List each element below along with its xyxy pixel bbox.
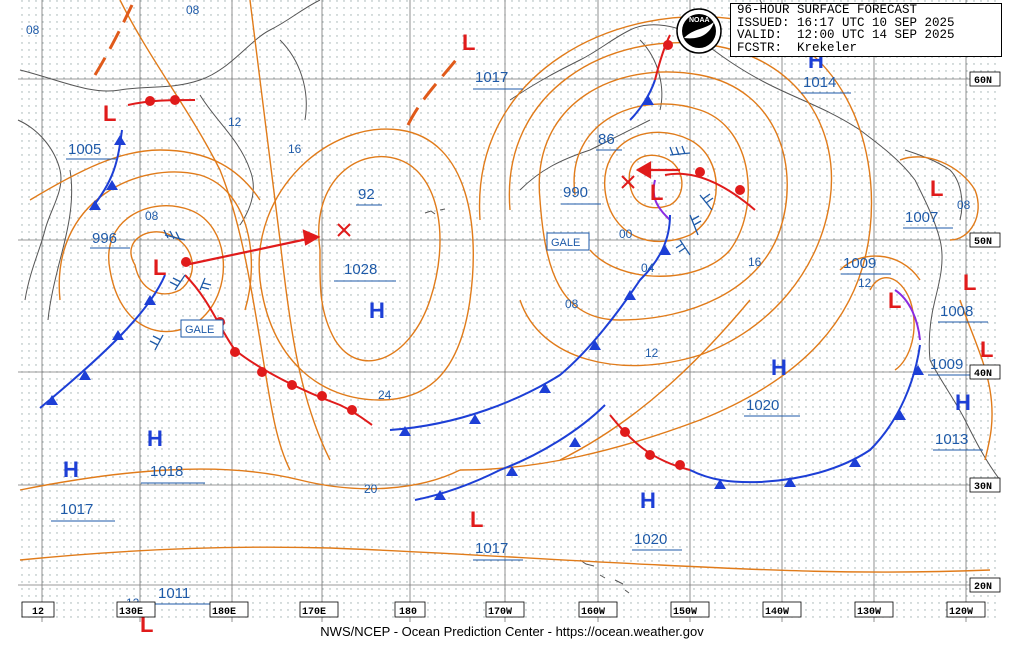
pressure-label: 92 bbox=[358, 186, 375, 203]
lon-label: 170E bbox=[302, 607, 326, 618]
lat-label: 50N bbox=[974, 237, 992, 248]
pressure-label: 1007 bbox=[905, 209, 938, 226]
lon-label: 180 bbox=[399, 607, 417, 618]
high-symbol: H bbox=[63, 457, 79, 482]
isobar-label: 16 bbox=[748, 255, 762, 269]
pressure-centers: L L L L L L L L L L H H H H H H H bbox=[63, 30, 993, 637]
gale-boxes: GALE GALE bbox=[180, 232, 590, 338]
isobar-label: 20 bbox=[364, 482, 378, 496]
pressure-label: 1005 bbox=[68, 141, 101, 158]
pressure-label: 1020 bbox=[634, 531, 667, 548]
issued-time: ISSUED: 16:17 UTC 10 SEP 2025 bbox=[737, 15, 955, 30]
gale-label: GALE bbox=[185, 324, 214, 336]
wind-barbs bbox=[149, 145, 714, 351]
pressure-label: 1020 bbox=[746, 397, 779, 414]
pressure-label-underlines bbox=[51, 88, 988, 605]
pressure-label: 1028 bbox=[344, 261, 377, 278]
occluded-fronts bbox=[652, 179, 921, 341]
pressure-label: 1009 bbox=[843, 255, 876, 272]
isobar-label: 00 bbox=[619, 227, 633, 241]
lat-label: 30N bbox=[974, 482, 992, 493]
low-symbol: L bbox=[462, 30, 475, 55]
footer-credit: NWS/NCEP - Ocean Prediction Center - htt… bbox=[320, 624, 704, 639]
forecast-title: 96-HOUR SURFACE FORECAST bbox=[737, 3, 918, 17]
isobar-label: 08 bbox=[186, 3, 200, 17]
lon-label: 120W bbox=[949, 607, 973, 618]
low-symbol: L bbox=[930, 176, 943, 201]
lat-label: 60N bbox=[974, 76, 992, 87]
isobar-label: 12 bbox=[858, 276, 872, 290]
isobar-label: 12 bbox=[228, 115, 242, 129]
pressure-label: 86 bbox=[598, 131, 615, 148]
pressure-label: 1018 bbox=[150, 463, 183, 480]
forecast-header: 96-HOUR SURFACE FORECAST ISSUED: 16:17 U… bbox=[730, 3, 1002, 57]
isobar-label: 04 bbox=[641, 261, 655, 275]
map-area bbox=[18, 0, 1000, 622]
pressure-label: 1008 bbox=[940, 303, 973, 320]
lon-label: 130W bbox=[857, 607, 881, 618]
pressure-label: 1014 bbox=[803, 74, 836, 91]
noaa-logo: NOAA bbox=[676, 8, 722, 54]
x-markers bbox=[337, 175, 635, 237]
pressure-label: 1017 bbox=[60, 501, 93, 518]
lon-label: 180E bbox=[212, 607, 236, 618]
high-symbol: H bbox=[147, 426, 163, 451]
lon-label: 130E bbox=[119, 607, 143, 618]
graticule bbox=[18, 0, 1000, 622]
forecaster: FCSTR: Krekeler bbox=[737, 40, 858, 55]
high-symbol: H bbox=[369, 298, 385, 323]
lon-label: 160W bbox=[581, 607, 605, 618]
gale-label: GALE bbox=[551, 237, 580, 249]
pressure-label: 1017 bbox=[475, 540, 508, 557]
low-symbol: L bbox=[153, 255, 166, 280]
high-symbol: H bbox=[771, 355, 787, 380]
longitude-labels: 12 130E 180E 170E 180 170W 160W 150W 140… bbox=[21, 601, 986, 618]
isobar-label: 16 bbox=[288, 142, 302, 156]
isobar-label: 08 bbox=[26, 23, 40, 37]
troughs bbox=[93, 4, 462, 126]
storm-track-arrows bbox=[184, 161, 680, 267]
low-symbol: L bbox=[888, 288, 901, 313]
low-symbol: L bbox=[103, 101, 116, 126]
isobar-label: 08 bbox=[565, 297, 579, 311]
isobar-label: 12 bbox=[645, 346, 659, 360]
central-pressure-labels: 1005 996 1028 92 1017 86 990 1014 1007 1… bbox=[60, 69, 973, 602]
isobar-label: 24 bbox=[378, 388, 392, 402]
lat-label: 20N bbox=[974, 582, 992, 593]
pressure-label: 996 bbox=[92, 230, 117, 247]
valid-time: VALID: 12:00 UTC 14 SEP 2025 bbox=[737, 28, 955, 42]
isobar-label: 08 bbox=[957, 198, 971, 212]
low-symbol: L bbox=[963, 270, 976, 295]
high-symbol: H bbox=[955, 390, 971, 415]
cold-front-barbs bbox=[46, 95, 924, 500]
pressure-label: 1017 bbox=[475, 69, 508, 86]
isobars bbox=[19, 0, 993, 573]
cold-fronts bbox=[39, 79, 921, 501]
low-symbol: L bbox=[470, 507, 483, 532]
pressure-label: 1013 bbox=[935, 431, 968, 448]
latitude-labels: 60N 50N 40N 30N 20N bbox=[969, 71, 1001, 593]
low-symbol: L bbox=[140, 612, 153, 637]
pressure-label: 1011 bbox=[158, 585, 190, 602]
lon-label: 140W bbox=[765, 607, 789, 618]
low-symbol: L bbox=[650, 180, 663, 205]
lat-label: 40N bbox=[974, 369, 992, 380]
lon-label: 170W bbox=[488, 607, 512, 618]
lon-label: 12 bbox=[32, 607, 44, 618]
pressure-label: 1009 bbox=[930, 356, 963, 373]
warm-front-bumps bbox=[145, 40, 745, 470]
svg-text:NOAA: NOAA bbox=[689, 17, 710, 24]
low-symbol: L bbox=[980, 337, 993, 362]
lon-label: 150W bbox=[673, 607, 697, 618]
high-symbol: H bbox=[640, 488, 656, 513]
pressure-label: 990 bbox=[563, 184, 588, 201]
isobar-label: 08 bbox=[145, 209, 159, 223]
